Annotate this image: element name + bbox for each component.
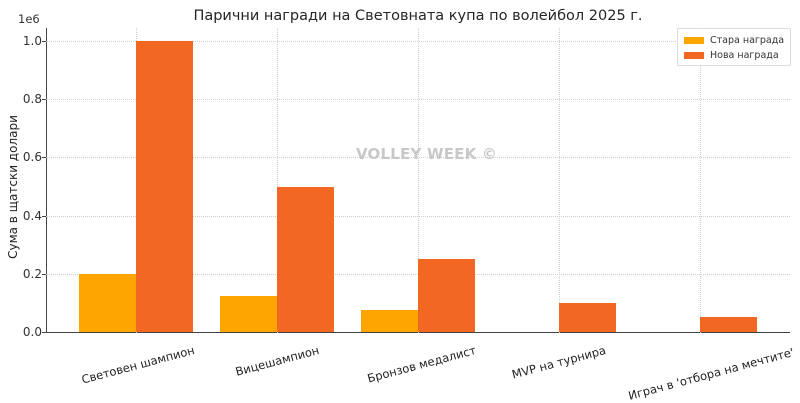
legend-item-new: Нова награда — [684, 49, 779, 61]
legend-label-old: Стара награда — [710, 34, 785, 46]
bar-old-award — [79, 273, 136, 332]
y-tick-label: 0.2 — [22, 266, 42, 281]
y-tick-mark — [42, 332, 46, 333]
plot-area — [46, 28, 790, 333]
x-tick-label: Световен шампион — [79, 343, 196, 387]
bar-old-award — [361, 310, 418, 332]
y-tick-label: 1.0 — [22, 34, 42, 48]
y-tick-label: 0.6 — [22, 150, 42, 165]
gridline-vertical — [418, 28, 419, 333]
chart-title: Парични награди на Световната купа по во… — [193, 8, 643, 24]
bar-new-award — [418, 259, 475, 332]
y-axis-label: Сума в щатски долари — [6, 115, 20, 259]
legend-item-old: Стара награда — [684, 34, 784, 46]
y-tick-mark — [42, 215, 46, 217]
y-tick-label: 0.4 — [22, 208, 42, 223]
x-tick-label: MVP на турнира — [510, 343, 608, 382]
bar-new-award — [700, 317, 757, 332]
bar-new-award — [136, 41, 193, 332]
gridline-vertical — [277, 28, 278, 333]
watermark: VOLLEY WEEK © — [356, 145, 498, 163]
y-tick-label: 0.0 — [22, 325, 42, 339]
y-tick-mark — [42, 157, 46, 159]
y-tick-mark — [42, 273, 46, 275]
bar-old-award — [220, 295, 277, 332]
y-tick-mark — [42, 99, 46, 101]
x-tick-label: Бронзов медалист — [366, 343, 478, 386]
x-tick-label: Играч в 'отбора на мечтите' — [627, 345, 796, 403]
bar-new-award — [559, 302, 616, 332]
x-tick-label: Вицешампион — [234, 343, 321, 379]
legend-swatch-new — [684, 51, 704, 59]
y-tick-label: 0.8 — [22, 92, 42, 107]
gridline-vertical — [559, 28, 560, 333]
y-axis-spine — [46, 28, 47, 333]
legend: Стара награда Нова награда — [677, 28, 791, 66]
legend-swatch-old — [684, 36, 704, 44]
legend-label-new: Нова награда — [710, 49, 779, 61]
y-tick-mark — [42, 41, 46, 42]
bar-new-award — [277, 186, 334, 332]
y-axis-offset-label: 1e6 — [18, 12, 40, 26]
gridline-vertical — [700, 28, 701, 333]
